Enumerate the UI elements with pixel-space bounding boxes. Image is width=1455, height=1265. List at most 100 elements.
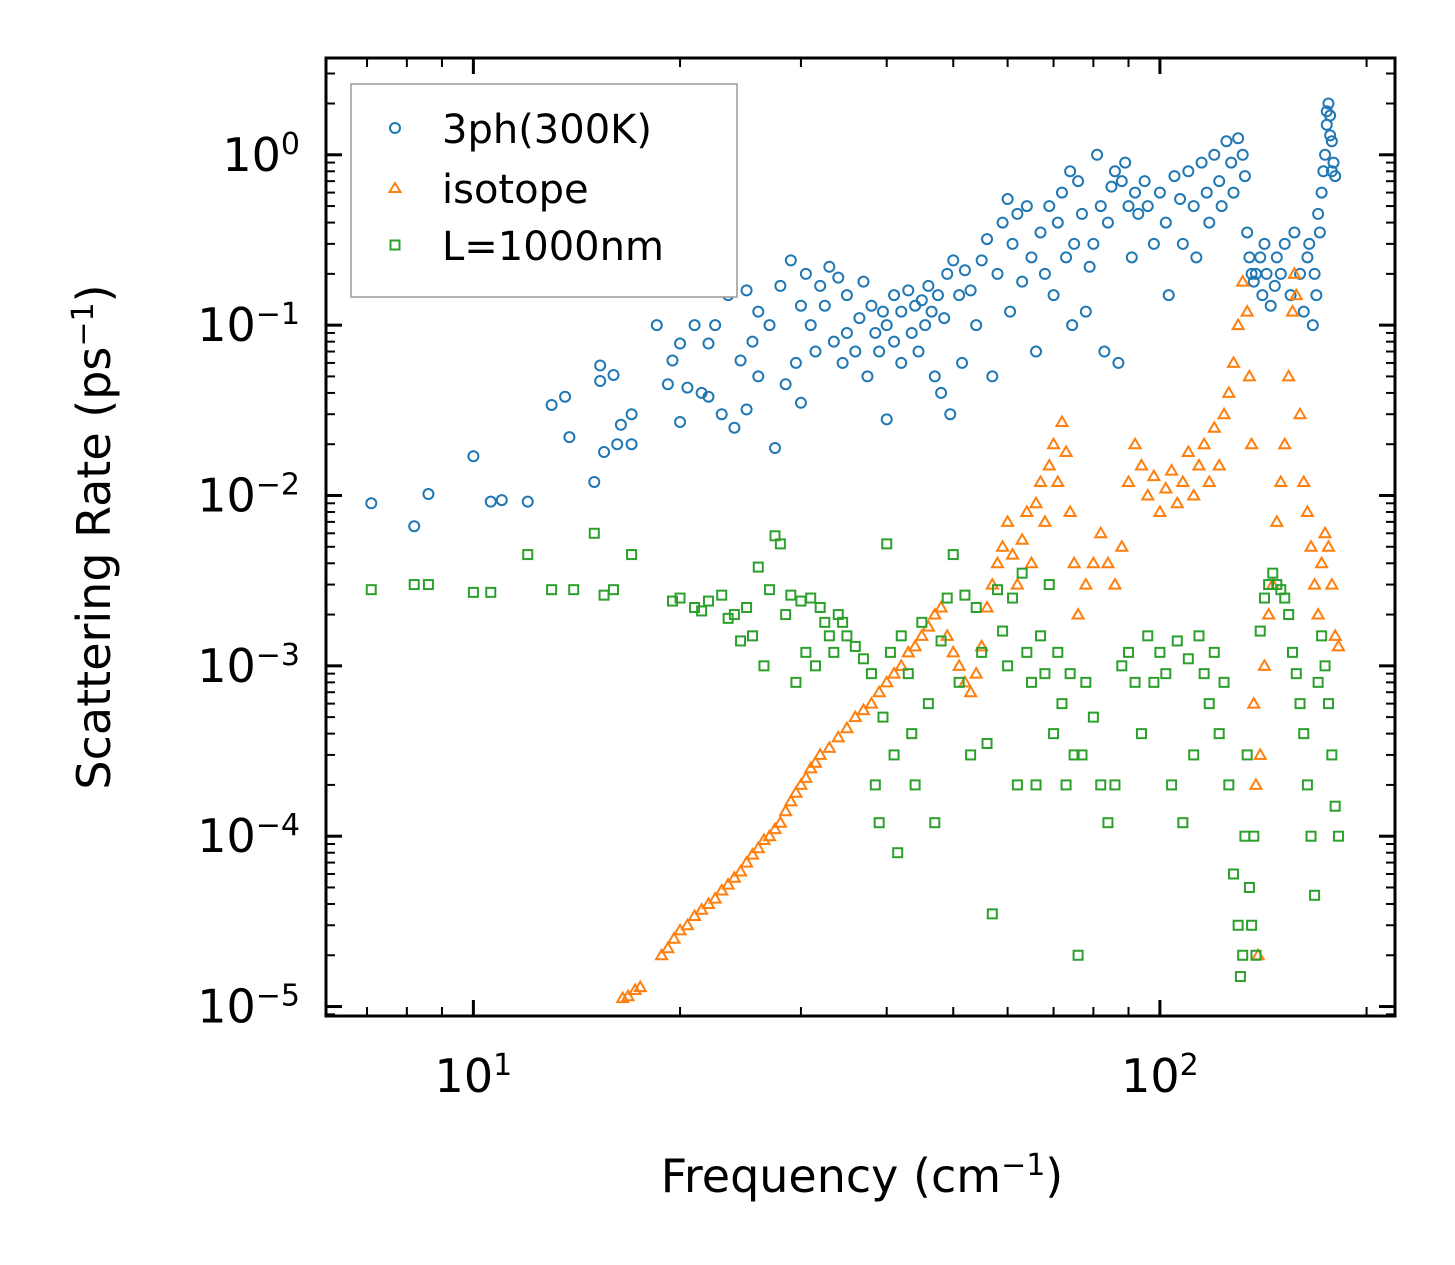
data-point bbox=[888, 335, 901, 348]
data-point bbox=[779, 378, 792, 391]
data-point bbox=[1191, 457, 1207, 471]
data-point bbox=[588, 476, 601, 489]
data-point bbox=[857, 653, 869, 665]
data-point bbox=[1325, 135, 1338, 148]
data-point bbox=[975, 254, 988, 267]
data-point bbox=[957, 674, 973, 688]
y-tick-label: 10−1 bbox=[197, 297, 300, 353]
data-point bbox=[925, 305, 938, 318]
data-point bbox=[1258, 237, 1271, 250]
data-point bbox=[620, 988, 636, 1002]
data-point bbox=[1153, 186, 1166, 199]
data-point bbox=[1160, 668, 1172, 680]
data-point bbox=[1142, 630, 1154, 642]
data-point bbox=[895, 630, 907, 642]
data-point bbox=[1034, 226, 1047, 239]
data-point bbox=[1007, 592, 1019, 604]
data-point bbox=[1327, 628, 1343, 641]
data-point bbox=[951, 658, 967, 671]
data-point bbox=[774, 279, 787, 292]
y-axis-label: Scattering Rate (ps−1) bbox=[66, 284, 122, 789]
data-point bbox=[408, 520, 421, 533]
data-point bbox=[1108, 165, 1121, 178]
data-point bbox=[1129, 186, 1142, 199]
data-point bbox=[1006, 237, 1019, 250]
legend-marker-isotope bbox=[387, 181, 403, 193]
data-point bbox=[785, 589, 797, 601]
data-point bbox=[907, 638, 923, 652]
data-point bbox=[809, 660, 821, 672]
y-tick-label: 10−2 bbox=[197, 467, 300, 523]
data-point bbox=[827, 335, 840, 348]
data-point bbox=[1261, 607, 1276, 620]
data-point bbox=[594, 375, 607, 388]
data-point bbox=[1310, 607, 1326, 620]
data-point bbox=[1213, 728, 1225, 740]
data-point bbox=[953, 676, 965, 688]
data-point bbox=[935, 386, 948, 399]
data-point bbox=[884, 646, 896, 658]
data-point bbox=[1134, 457, 1149, 471]
data-point bbox=[1244, 436, 1259, 450]
data-point bbox=[1290, 668, 1302, 680]
data-point bbox=[1055, 186, 1068, 199]
data-point bbox=[1237, 949, 1249, 961]
data-point bbox=[1325, 165, 1338, 178]
data-point bbox=[702, 595, 714, 607]
data-point bbox=[1064, 668, 1076, 680]
data-point bbox=[958, 264, 971, 277]
data-point bbox=[1135, 728, 1147, 740]
data-point bbox=[1016, 275, 1029, 288]
data-point bbox=[1322, 698, 1334, 710]
data-point bbox=[869, 326, 882, 339]
data-point bbox=[1294, 698, 1306, 710]
y-tick-label: 10−4 bbox=[197, 808, 300, 864]
data-point bbox=[790, 676, 802, 688]
data-point bbox=[1232, 919, 1244, 931]
data-point bbox=[905, 326, 918, 339]
data-point bbox=[1005, 547, 1020, 560]
data-point bbox=[1010, 577, 1025, 590]
data-point bbox=[1170, 495, 1185, 509]
data-point bbox=[768, 442, 781, 455]
data-point bbox=[995, 539, 1010, 552]
data-point bbox=[625, 438, 638, 451]
data-point bbox=[1177, 817, 1189, 829]
data-point bbox=[1109, 779, 1121, 791]
data-point bbox=[1257, 658, 1272, 671]
data-point bbox=[991, 584, 1003, 596]
data-point bbox=[767, 821, 783, 835]
data-point bbox=[909, 779, 921, 791]
data-point bbox=[823, 630, 835, 642]
data-point bbox=[788, 785, 804, 798]
data-point bbox=[762, 828, 777, 842]
data-point bbox=[991, 267, 1004, 280]
data-point bbox=[632, 979, 648, 993]
data-point bbox=[1331, 638, 1346, 652]
data-point bbox=[733, 864, 748, 877]
data-point bbox=[1132, 207, 1145, 220]
data-point bbox=[1158, 480, 1174, 494]
data-point bbox=[588, 527, 600, 539]
data-point bbox=[763, 319, 776, 332]
data-point bbox=[1270, 251, 1283, 264]
data-point bbox=[1046, 436, 1061, 450]
data-point bbox=[1004, 305, 1017, 318]
data-point bbox=[1238, 170, 1251, 183]
data-point bbox=[773, 815, 788, 828]
data-point bbox=[1246, 919, 1258, 931]
data-point bbox=[1324, 129, 1337, 142]
data-point bbox=[996, 216, 1009, 229]
data-point bbox=[947, 254, 960, 267]
data-point bbox=[745, 847, 760, 860]
data-point bbox=[1310, 289, 1323, 302]
data-point bbox=[1316, 630, 1328, 642]
data-point bbox=[1241, 226, 1254, 239]
data-point bbox=[739, 855, 754, 868]
data-point bbox=[687, 908, 702, 922]
data-point bbox=[1242, 368, 1257, 382]
data-point bbox=[752, 305, 765, 318]
data-point bbox=[1025, 676, 1037, 688]
data-point bbox=[1208, 148, 1221, 161]
data-point bbox=[805, 592, 817, 604]
